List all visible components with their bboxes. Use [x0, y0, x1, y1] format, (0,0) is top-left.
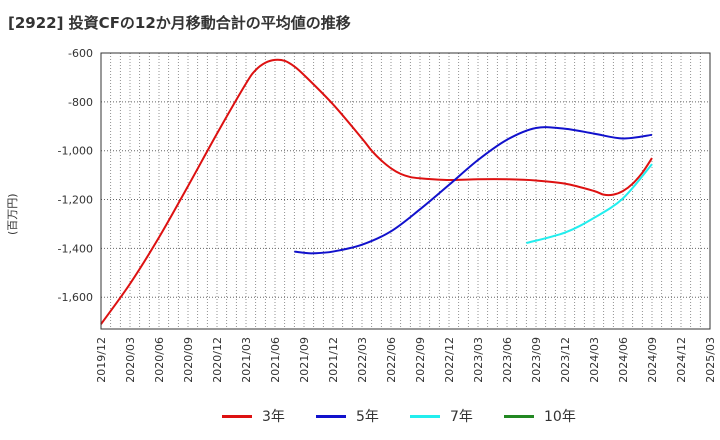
grid-lines [101, 52, 710, 329]
x-tick-label: 2022/12 [443, 337, 456, 383]
x-tick-label: 2022/09 [414, 337, 427, 383]
legend-label-5y: 5年 [356, 409, 379, 425]
legend-label-3y: 3年 [262, 409, 285, 425]
legend-item-10y: 10年 [504, 404, 576, 428]
series-line-0 [100, 58, 653, 325]
x-tick-label: 2020/03 [124, 337, 137, 383]
x-tick-label: 2024/03 [588, 337, 601, 383]
legend-swatch-3y [222, 414, 252, 418]
x-tick-label: 2024/09 [646, 337, 659, 383]
legend-item-7y: 7年 [410, 404, 473, 428]
x-tick-label: 2021/09 [298, 337, 311, 383]
legend-label-7y: 7年 [450, 409, 473, 425]
series-line-1 [294, 126, 653, 255]
legend-swatch-10y [504, 414, 534, 418]
legend-label-10y: 10年 [544, 409, 576, 425]
x-tick-label: 2022/06 [385, 337, 398, 383]
chart-title: [2922] 投資CFの12か月移動合計の平均値の推移 [8, 14, 351, 32]
y-tick-label: -800 [68, 96, 93, 109]
x-tick-label: 2024/12 [675, 337, 688, 383]
x-tick-label: 2020/12 [211, 337, 224, 383]
series-line-2 [526, 163, 653, 244]
y-tick-label: -1,400 [58, 242, 93, 255]
y-tick-label: -1,200 [58, 194, 93, 207]
legend-item-5y: 5年 [316, 404, 379, 428]
x-tick-label: 2021/12 [327, 337, 340, 383]
y-tick-labels: -600 -800 -1,000 -1,200 -1,400 -1,600 [58, 47, 93, 304]
x-tick-label: 2021/03 [240, 337, 253, 383]
plot-frame [100, 52, 711, 330]
y-tick-label: -1,000 [58, 145, 93, 158]
y-tick-label: -1,600 [58, 291, 93, 304]
x-tick-label: 2020/06 [153, 337, 166, 383]
x-tick-label: 2019/12 [95, 337, 108, 383]
legend: 3年 5年 7年 10年 [0, 404, 720, 428]
y-tick-label: -600 [68, 47, 93, 60]
x-tick-label: 2020/09 [182, 337, 195, 383]
legend-item-3y: 3年 [222, 404, 285, 428]
x-tick-label: 2024/06 [617, 337, 630, 383]
x-tick-label: 2023/12 [559, 337, 572, 383]
x-tick-label: 2023/03 [472, 337, 485, 383]
x-tick-label: 2021/06 [269, 337, 282, 383]
x-tick-label: 2023/06 [501, 337, 514, 383]
x-tick-label: 2025/03 [704, 337, 717, 383]
legend-swatch-7y [410, 414, 440, 418]
x-tick-label: 2022/03 [356, 337, 369, 383]
x-tick-label: 2023/09 [530, 337, 543, 383]
series-lines [100, 58, 653, 325]
x-tick-labels: 2019/12 2020/03 2020/06 2020/09 2020/12 2021/… [95, 337, 717, 383]
legend-swatch-5y [316, 414, 346, 418]
